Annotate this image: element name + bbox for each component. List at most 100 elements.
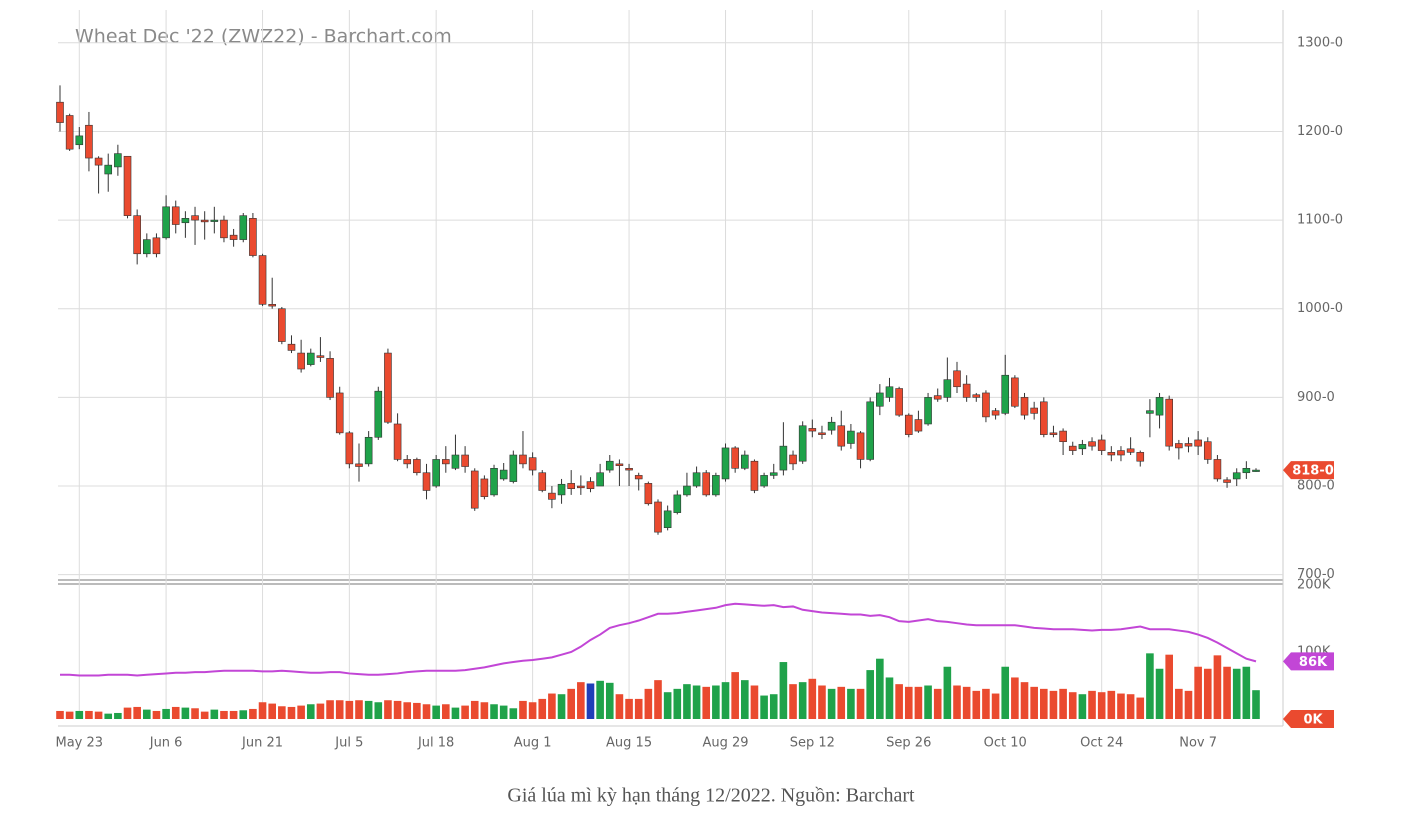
volume-bar — [1040, 688, 1048, 719]
volume-bar — [1242, 666, 1251, 719]
candle-body — [143, 239, 151, 255]
candle-body — [818, 432, 826, 435]
candle-body — [374, 390, 383, 438]
candle-body — [461, 454, 469, 467]
volume-bar — [557, 694, 566, 719]
candle-body — [760, 475, 768, 487]
volume-bar — [403, 702, 412, 719]
candle-body — [1078, 444, 1087, 450]
candle-body — [470, 470, 479, 509]
volume-bar — [818, 685, 826, 719]
candle-body — [384, 352, 392, 423]
candle-body — [876, 392, 884, 407]
volume-bar — [1097, 692, 1106, 719]
volume-bar — [769, 694, 778, 719]
last-price-tag: 818-0 — [1292, 464, 1334, 479]
volume-bar — [876, 658, 884, 719]
caption: Giá lúa mì kỳ hạn tháng 12/2022. Nguồn: … — [507, 785, 915, 807]
candle-body — [1126, 448, 1135, 453]
volume-bar — [1117, 693, 1125, 719]
candle-body — [65, 115, 74, 150]
x-tick-label: Oct 10 — [984, 736, 1027, 751]
volume-bar — [933, 688, 942, 719]
candle-body — [268, 304, 276, 307]
candle-body — [114, 153, 122, 168]
candle-body — [306, 352, 315, 365]
volume-bar — [364, 700, 373, 719]
volume-bar — [1068, 692, 1077, 719]
candle-body — [683, 485, 691, 496]
volume-bar — [847, 688, 855, 719]
candle-body — [1088, 441, 1096, 447]
volume-bar — [904, 686, 913, 719]
volume-bar — [104, 713, 113, 719]
volume-bar — [451, 707, 460, 719]
volume-bar — [171, 706, 180, 719]
volume-bar — [1126, 694, 1135, 719]
candle-body — [673, 494, 682, 513]
candle-body — [808, 428, 817, 432]
candle-body — [557, 483, 566, 496]
candle-body — [962, 383, 971, 398]
candle-body — [1011, 377, 1019, 407]
volume-zero-tag: 0K — [1303, 713, 1323, 728]
candle-body — [528, 457, 537, 471]
volume-bar — [895, 684, 903, 719]
candle-body — [856, 432, 865, 460]
volume-bar — [345, 700, 354, 719]
candle-body — [220, 219, 228, 239]
volume-bar — [702, 686, 711, 719]
volume-bar — [374, 702, 383, 719]
volume-bar — [779, 662, 788, 719]
candle-body — [692, 472, 701, 487]
candle-body — [924, 397, 932, 425]
volume-bar — [1136, 697, 1145, 719]
candle-body — [548, 492, 556, 500]
volume-bar — [181, 707, 190, 719]
candle-body — [1059, 430, 1067, 443]
volume-bar — [538, 698, 547, 719]
volume-bar — [615, 694, 624, 719]
volume-bar — [287, 706, 296, 719]
volume-bar — [1059, 688, 1067, 719]
volume-bar — [924, 685, 932, 719]
volume-bar — [1001, 666, 1010, 719]
x-tick-label: Sep 26 — [886, 736, 931, 751]
volume-bar — [586, 683, 595, 719]
last-price-tag-shape — [1283, 461, 1334, 480]
volume-bar — [827, 688, 836, 719]
candle-body — [702, 472, 711, 496]
candle-body — [741, 454, 749, 469]
candle-body — [779, 445, 788, 471]
volume-bar — [1184, 690, 1193, 719]
candle-body — [1184, 443, 1193, 447]
candle-body — [1040, 401, 1048, 435]
x-tick-label: May 23 — [56, 736, 104, 751]
candle-body — [1030, 407, 1038, 414]
candle-body — [577, 485, 585, 489]
candle-body — [721, 447, 730, 480]
candle-body — [885, 386, 894, 398]
candle-body — [104, 164, 113, 175]
volume-bar — [712, 685, 720, 719]
candle-body — [731, 447, 739, 469]
volume-bar — [972, 690, 981, 719]
candle-body — [827, 421, 836, 431]
candle-body — [1049, 432, 1058, 435]
candle-body — [1232, 472, 1241, 480]
volume-bar — [509, 708, 518, 719]
candle-body — [789, 454, 797, 465]
candle-body — [258, 255, 267, 305]
volume-bar — [94, 711, 103, 719]
volume-tick-label: 200K — [1297, 578, 1331, 593]
volume-bar — [1020, 682, 1029, 719]
volume-bar — [316, 703, 325, 719]
candle-body — [432, 459, 440, 487]
volume-bar — [760, 695, 768, 719]
candle-body — [509, 454, 518, 482]
volume-bar — [596, 680, 604, 719]
candle-body — [316, 355, 325, 358]
volume-bar — [229, 710, 238, 719]
candle-body — [191, 215, 199, 221]
volume-bar — [1011, 677, 1019, 719]
